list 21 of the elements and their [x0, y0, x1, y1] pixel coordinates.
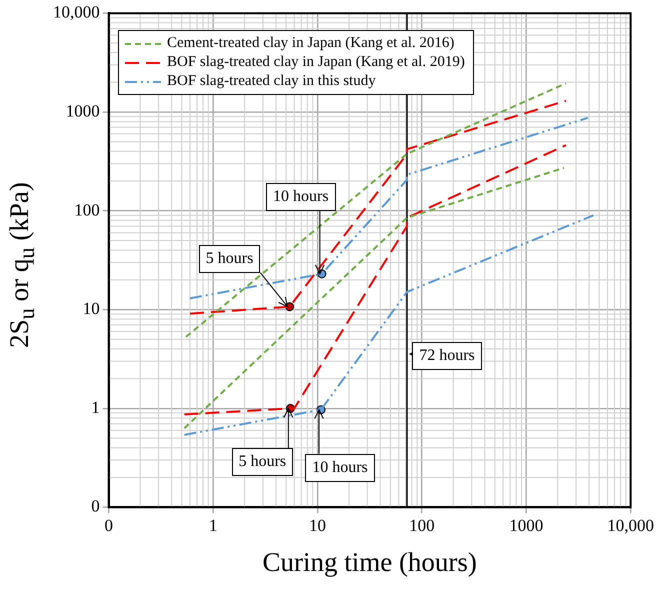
y-tick-label: 100 [74, 200, 100, 220]
y-tick-label: 0 [91, 496, 100, 516]
x-tick-label: 10,000 [607, 516, 654, 535]
y-tick-label: 10 [82, 299, 100, 318]
x-tick-label: 0 [104, 516, 113, 535]
y-tick-label: 1000 [66, 101, 100, 120]
y-tick-label: 10,000 [53, 2, 100, 22]
annotation: 10 hours [305, 454, 375, 482]
y-tick-label: 1 [91, 398, 100, 417]
annotation: 5 hours [198, 244, 260, 273]
legend-label: BOF slag-treated clay in this study [167, 72, 376, 91]
x-tick-label: 1 [208, 516, 218, 535]
annotation: 5 hours [232, 448, 294, 476]
legend-label: Cement-treated clay in Japan (Kang et al. 2016) [167, 34, 454, 53]
x-tick-label: 1000 [509, 516, 544, 535]
legend-label: BOF slag-treated clay in Japan (Kang et al. 2019) [167, 53, 465, 72]
x-tick-label: 100 [409, 516, 435, 535]
ref-line-label: 72 hours [412, 342, 482, 370]
annotation: 10 hours [266, 182, 336, 211]
x-tick-label: 10 [309, 516, 326, 535]
x-axis-title: Curing time (hours) [262, 546, 477, 577]
